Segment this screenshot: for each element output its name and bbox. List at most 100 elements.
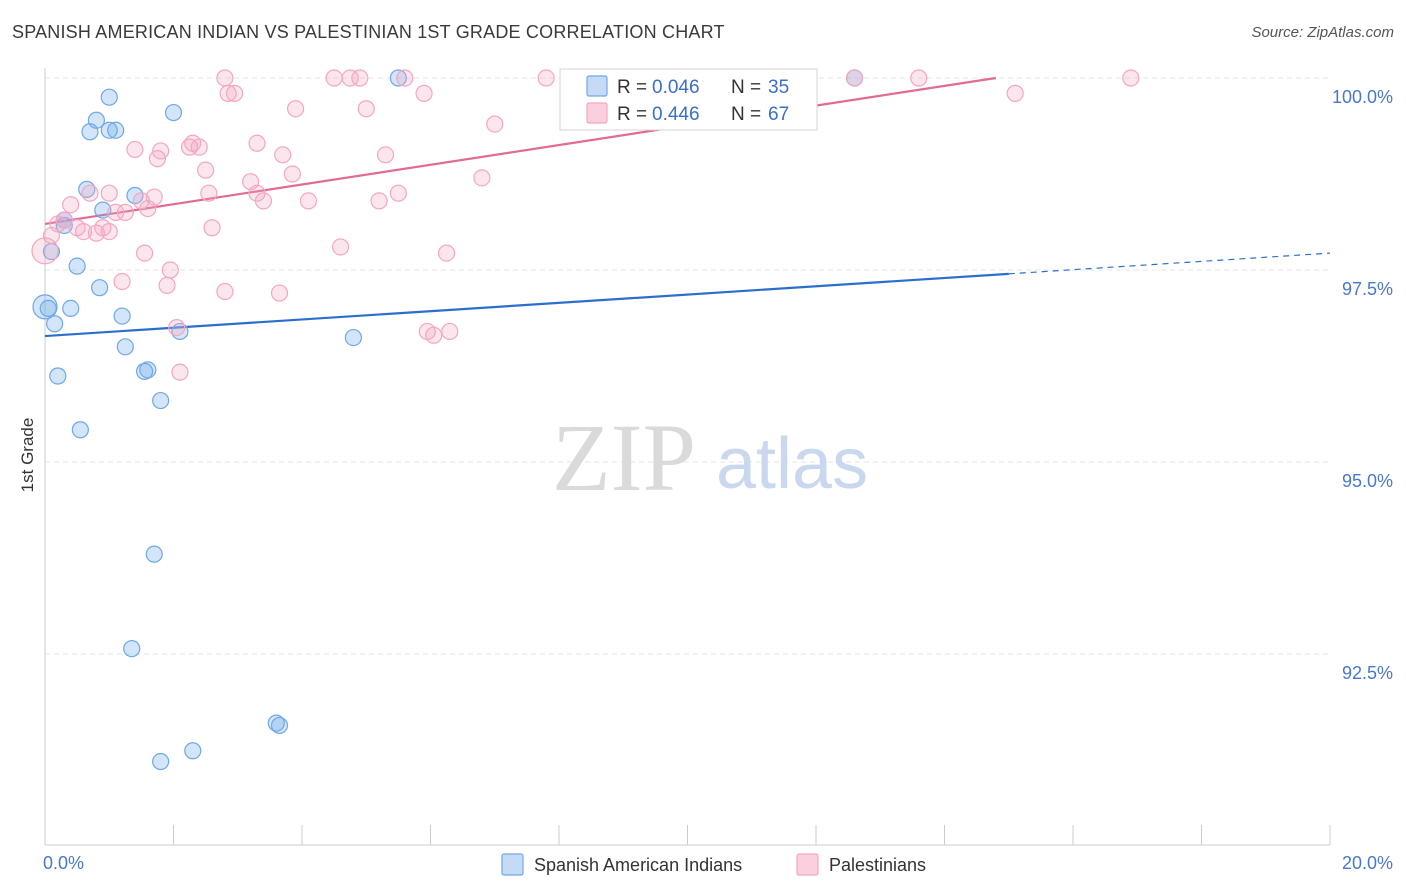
point-spanish-american-indians	[87, 111, 106, 129]
point-palestinians	[274, 146, 292, 164]
point-palestinians	[171, 363, 189, 381]
axes	[44, 68, 1331, 846]
point-palestinians	[216, 282, 234, 301]
y-tick-label: 92.5%	[1342, 663, 1393, 683]
point-spanish-american-indians	[68, 257, 86, 275]
point-palestinians	[216, 69, 234, 87]
point-palestinians	[389, 184, 407, 202]
series-legend-label-1: Spanish American Indians	[534, 855, 742, 875]
point-palestinians	[299, 192, 318, 210]
point-palestinians	[910, 69, 928, 87]
point-palestinians	[415, 84, 433, 102]
trend-line-spanish-american-indians	[44, 272, 1009, 338]
point-palestinians	[158, 276, 176, 294]
point-palestinians	[116, 203, 134, 221]
point-spanish-american-indians	[344, 328, 362, 347]
point-palestinians	[283, 165, 301, 183]
point-spanish-american-indians	[49, 367, 67, 385]
point-palestinians	[537, 69, 555, 87]
point-palestinians	[351, 69, 369, 87]
point-palestinians	[152, 142, 170, 160]
point-spanish-american-indians	[46, 315, 64, 333]
point-palestinians	[473, 169, 491, 187]
point-palestinians	[248, 134, 266, 152]
tick-labels: 100.0% 97.5% 95.0% 92.5% 0.0% 20.0%	[43, 87, 1393, 873]
legend-n-value-2: 67	[768, 104, 789, 125]
point-palestinians	[286, 100, 305, 118]
point-palestinians	[325, 69, 343, 87]
point-palestinians	[107, 203, 125, 221]
x-tick-label: 0.0%	[43, 853, 84, 873]
point-palestinians	[200, 184, 218, 202]
point-spanish-american-indians	[94, 201, 112, 219]
point-palestinians	[254, 192, 273, 210]
legend-n-label-1: N =	[731, 77, 761, 98]
point-palestinians	[331, 238, 350, 256]
gridlines	[45, 77, 1330, 655]
source-label: Source: ZipAtlas.com	[1251, 24, 1394, 41]
y-tick-label: 100.0%	[1332, 87, 1393, 107]
point-spanish-american-indians	[184, 742, 202, 760]
point-spanish-american-indians	[152, 752, 170, 771]
point-palestinians	[190, 138, 208, 156]
point-spanish-american-indians	[267, 714, 285, 732]
point-spanish-american-indians	[113, 307, 131, 325]
chart-title: SPANISH AMERICAN INDIAN VS PALESTINIAN 1…	[12, 22, 725, 42]
point-palestinians	[203, 219, 221, 237]
point-spanish-american-indians	[152, 391, 170, 410]
series-legend-swatch-blue	[501, 853, 524, 876]
point-spanish-american-indians	[389, 69, 407, 87]
point-spanish-american-indians	[55, 216, 73, 235]
legend-r-value-2: 0.446	[652, 104, 700, 125]
point-palestinians	[370, 192, 388, 210]
point-palestinians	[486, 115, 504, 133]
point-palestinians	[845, 69, 864, 87]
point-spanish-american-indians	[91, 279, 109, 297]
point-palestinians	[197, 161, 215, 179]
legend-r-label-2: R =	[617, 104, 647, 125]
point-spanish-american-indians	[116, 338, 134, 356]
legend-r-value-1: 0.046	[652, 77, 700, 98]
point-spanish-american-indians	[39, 299, 57, 317]
point-spanish-american-indians	[123, 640, 141, 658]
point-palestinians	[425, 326, 443, 344]
point-spanish-american-indians	[71, 421, 89, 439]
point-palestinians	[441, 322, 459, 341]
data-points	[31, 69, 1140, 771]
point-spanish-american-indians	[139, 361, 157, 379]
point-palestinians	[357, 100, 375, 118]
series-legend: Spanish American Indians Palestinians	[501, 853, 926, 876]
legend-n-label-2: N =	[731, 104, 761, 125]
point-palestinians	[100, 223, 118, 241]
point-palestinians	[396, 69, 414, 87]
point-palestinians	[145, 188, 163, 206]
point-spanish-american-indians	[100, 121, 118, 139]
point-palestinians	[100, 184, 118, 202]
legend-n-value-1: 35	[768, 77, 789, 98]
trend-line-extension-spanish-american-indians	[1008, 252, 1331, 275]
legend-swatch-blue	[586, 75, 608, 97]
point-palestinians	[168, 319, 186, 337]
point-palestinians	[1122, 69, 1140, 87]
legend-swatch-pink	[586, 102, 608, 124]
stats-legend: R = 0.046 N = 35 R = 0.446 N = 67	[559, 68, 818, 131]
point-palestinians	[437, 244, 456, 262]
point-palestinians	[161, 261, 179, 279]
point-palestinians	[55, 211, 73, 229]
y-tick-label: 95.0%	[1342, 471, 1393, 491]
point-palestinians	[113, 272, 131, 291]
point-palestinians	[225, 84, 244, 102]
y-tick-label: 97.5%	[1342, 279, 1393, 299]
point-palestinians	[376, 146, 395, 164]
point-palestinians	[1006, 84, 1024, 102]
point-palestinians	[81, 184, 99, 202]
watermark-atlas: atlas	[716, 424, 868, 504]
point-palestinians	[341, 69, 359, 87]
point-palestinians	[74, 223, 93, 241]
point-spanish-american-indians	[145, 545, 163, 563]
point-spanish-american-indians	[62, 299, 80, 317]
series-legend-swatch-pink	[796, 853, 819, 876]
point-spanish-american-indians	[100, 88, 118, 106]
x-tick-label: 20.0%	[1342, 853, 1393, 873]
